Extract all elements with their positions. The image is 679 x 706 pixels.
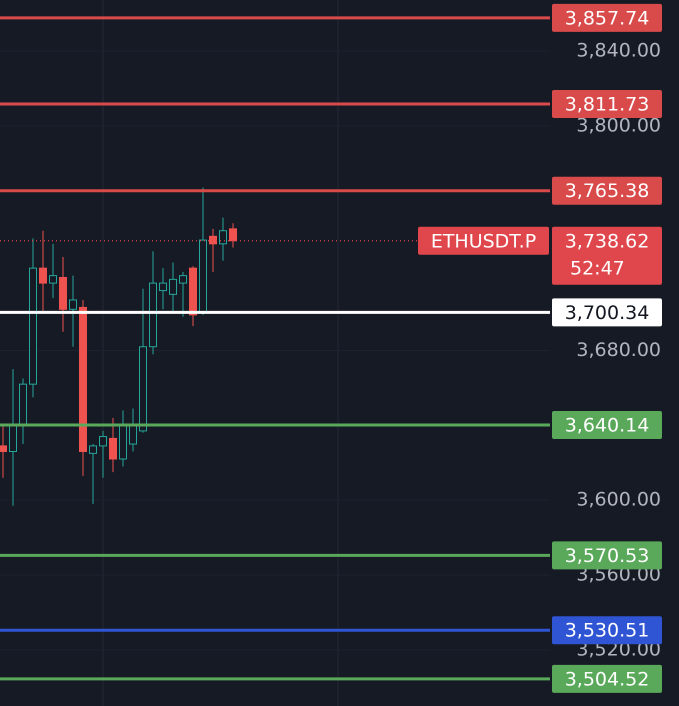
price-label-box bbox=[552, 664, 662, 693]
candle-body bbox=[199, 239, 207, 314]
last-price-label: 3,738.62 bbox=[565, 230, 650, 252]
price-label: 3,504.52 bbox=[565, 668, 650, 690]
price-label: 3,640.14 bbox=[565, 415, 650, 437]
price-label: 3,570.53 bbox=[565, 545, 650, 567]
candle-body bbox=[209, 235, 217, 245]
symbol-box bbox=[418, 226, 549, 255]
candle-body bbox=[99, 436, 107, 447]
candle-body bbox=[139, 346, 147, 432]
price-label-box bbox=[552, 89, 662, 118]
price-label-box bbox=[552, 176, 662, 205]
candle-body bbox=[129, 424, 137, 445]
candle-body bbox=[159, 282, 167, 292]
y-tick-label: 3,800.00 bbox=[576, 114, 661, 136]
price-label: 3,700.34 bbox=[565, 302, 650, 324]
candle-body bbox=[89, 445, 97, 454]
price-label: 3,811.73 bbox=[565, 93, 650, 115]
last-price-box bbox=[552, 226, 662, 285]
candle-body bbox=[149, 282, 157, 348]
candle-body bbox=[59, 276, 67, 310]
candle-body bbox=[229, 228, 237, 242]
price-label-box bbox=[552, 3, 662, 32]
candle-body bbox=[0, 445, 7, 453]
candle-body bbox=[109, 437, 117, 460]
candle-body bbox=[9, 424, 17, 453]
price-label-box bbox=[552, 298, 662, 327]
price-label-box bbox=[552, 411, 662, 440]
symbol-label: ETHUSDT.P bbox=[431, 230, 536, 252]
y-tick-label: 3,680.00 bbox=[576, 339, 661, 361]
candle-body bbox=[29, 267, 37, 385]
candle-body bbox=[39, 267, 47, 284]
price-label: 3,857.74 bbox=[565, 7, 650, 29]
candle-body bbox=[179, 275, 187, 284]
countdown-label: 52:47 bbox=[570, 257, 625, 279]
candle-body bbox=[49, 275, 57, 284]
candle-body bbox=[119, 424, 127, 460]
candle-body bbox=[189, 267, 197, 316]
price-label-box bbox=[552, 541, 662, 570]
candle-body bbox=[69, 299, 77, 310]
candle-body bbox=[219, 230, 227, 245]
candle-body bbox=[169, 278, 177, 295]
candle-body bbox=[79, 306, 87, 453]
candle-body bbox=[19, 383, 27, 426]
price-label-box bbox=[552, 616, 662, 645]
price-label: 3,765.38 bbox=[565, 180, 650, 202]
y-tick-label: 3,840.00 bbox=[576, 40, 661, 62]
price-label: 3,530.51 bbox=[565, 620, 650, 642]
y-tick-label: 3,600.00 bbox=[576, 489, 661, 511]
